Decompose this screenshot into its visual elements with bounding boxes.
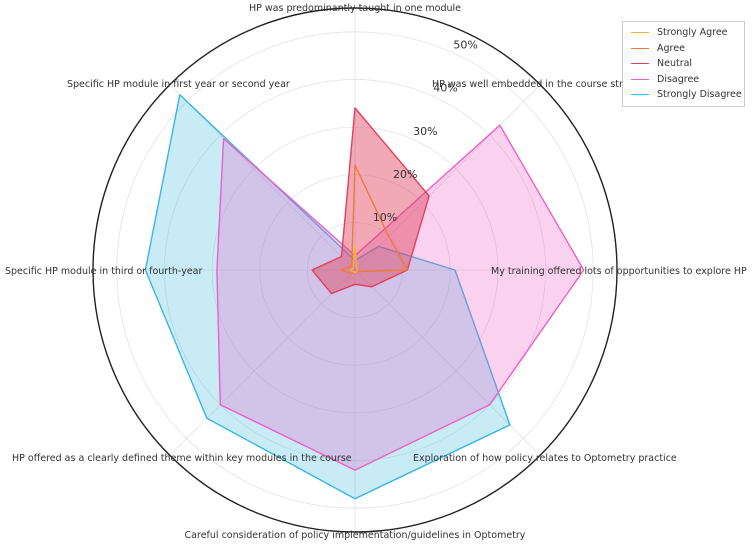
axis-label-1: HP was well embedded in the course struc… [432, 79, 648, 90]
radial-tick-label: 20% [393, 168, 417, 181]
radial-tick-label: 50% [453, 39, 477, 52]
axis-label-7: Specific HP module in first year or seco… [67, 79, 290, 90]
legend-swatch-strongly-disagree [631, 94, 649, 96]
legend-item-disagree: Disagree [623, 72, 744, 88]
legend-item-strongly-disagree: Strongly Disagree [623, 87, 744, 103]
series-disagree [216, 124, 585, 471]
series-strongly-agree [349, 245, 359, 274]
radial-tick-label: 40% [433, 82, 457, 95]
grid-spoke [354, 84, 541, 271]
radial-tick-label: 30% [413, 125, 437, 138]
legend-swatch-disagree [631, 78, 649, 80]
legend-label-neutral: Neutral [657, 58, 693, 70]
legend-label-strongly-disagree: Strongly Disagree [657, 89, 742, 101]
axis-label-6: Specific HP module in third or fourth-ye… [5, 266, 202, 277]
grid-spoke [169, 84, 356, 271]
legend-swatch-neutral [631, 63, 649, 65]
legend-swatch-agree [631, 47, 649, 49]
axis-label-0: HP was predominantly taught in one modul… [249, 3, 461, 14]
legend-item-strongly-agree: Strongly Agree [623, 25, 744, 41]
grid-spoke [169, 269, 356, 456]
series-neutral [311, 107, 430, 295]
legend: Strongly Agree Agree Neutral Disagree St… [622, 21, 745, 107]
outer-frame [92, 7, 618, 533]
legend-label-agree: Agree [657, 42, 685, 54]
axis-label-5: HP offered as a clearly defined theme wi… [12, 453, 352, 464]
legend-label-disagree: Disagree [657, 73, 700, 85]
legend-item-agree: Agree [623, 41, 744, 57]
legend-label-strongly-agree: Strongly Agree [657, 27, 728, 39]
legend-item-neutral: Neutral [623, 56, 744, 72]
radial-tick-label: 10% [373, 211, 397, 224]
axis-label-4: Careful consideration of policy implemen… [185, 530, 526, 541]
legend-swatch-strongly-agree [631, 32, 649, 34]
axis-label-2: My training offered lots of opportunitie… [491, 266, 747, 277]
axis-label-3: Exploration of how policy relates to Opt… [413, 453, 677, 464]
series-strongly-disagree [144, 94, 511, 500]
